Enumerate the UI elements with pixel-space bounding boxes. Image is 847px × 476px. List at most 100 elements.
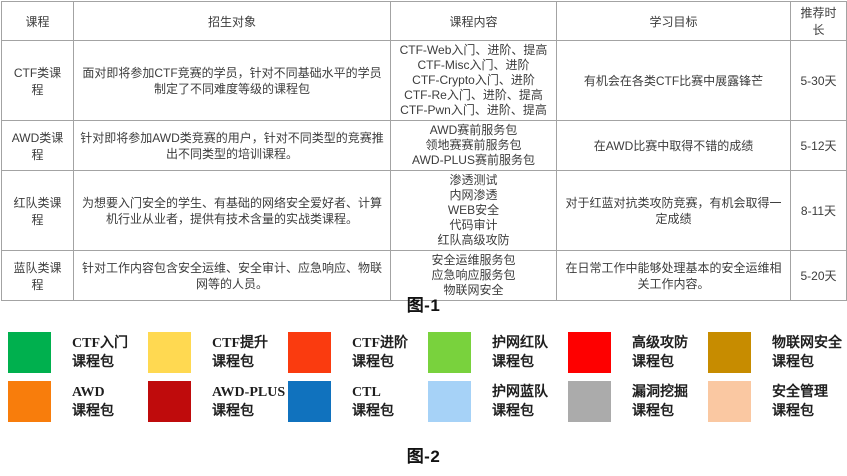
figure2-caption: 图-2 — [406, 447, 441, 466]
content-line: 代码审计 — [449, 218, 498, 232]
content-line: AWD赛前服务包 — [429, 123, 518, 137]
audience-cell: 为想要入门安全的学生、有基础的网络安全爱好者、计算机行业从业者，提供有技术含量的… — [73, 170, 391, 251]
legend-label: 护网红队 课程包 — [492, 332, 548, 373]
course-package-legend: CTF入门 课程包 CTF提升 课程包 CTF进阶 课程包 护网红队 课程包 — [8, 332, 846, 430]
header-course: 课程 — [1, 1, 74, 41]
legend-title: AWD-PLUS — [212, 385, 286, 400]
color-swatch — [148, 381, 191, 422]
legend-title: CTL — [352, 385, 381, 400]
legend-label: CTF进阶 课程包 — [352, 332, 408, 373]
audience-cell: 针对工作内容包含安全运维、安全审计、应急响应、物联网等的人员。 — [73, 250, 391, 301]
color-swatch — [568, 332, 611, 373]
legend-item: CTL 课程包 — [288, 381, 428, 422]
color-swatch — [148, 332, 191, 373]
legend-subtitle: 课程包 — [212, 355, 254, 370]
legend-subtitle: 课程包 — [632, 355, 674, 370]
legend-title: 护网蓝队 — [492, 385, 548, 400]
legend-label: CTL 课程包 — [352, 381, 394, 422]
content-cell: CTF-Web入门、进阶、提高 CTF-Misc入门、进阶 CTF-Crypto… — [390, 40, 557, 121]
duration-cell: 5-30天 — [790, 40, 847, 121]
duration-cell: 8-11天 — [790, 170, 847, 251]
header-goal: 学习目标 — [556, 1, 791, 41]
goal-cell: 有机会在各类CTF比赛中展露锋芒 — [556, 40, 791, 121]
goal-cell: 对于红蓝对抗类攻防竞赛，有机会取得一定成绩 — [556, 170, 791, 251]
color-swatch — [288, 381, 331, 422]
legend-title: 漏洞挖掘 — [632, 385, 688, 400]
legend-subtitle: 课程包 — [72, 355, 114, 370]
content-line: 安全运维服务包 — [431, 253, 516, 267]
legend-subtitle: 课程包 — [772, 404, 814, 419]
legend-subtitle: 课程包 — [212, 404, 254, 419]
legend-item: 高级攻防 课程包 — [568, 332, 708, 373]
color-swatch — [708, 332, 751, 373]
legend-item: 漏洞挖掘 课程包 — [568, 381, 708, 422]
color-swatch — [8, 381, 51, 422]
goal-cell: 在AWD比赛中取得不错的成绩 — [556, 120, 791, 171]
legend-title: 护网红队 — [492, 336, 548, 351]
legend-item: 护网蓝队 课程包 — [428, 381, 568, 422]
legend-subtitle: 课程包 — [772, 355, 814, 370]
table-row-redteam: 红队类课程 为想要入门安全的学生、有基础的网络安全爱好者、计算机行业从业者，提供… — [1, 170, 847, 251]
legend-subtitle: 课程包 — [72, 404, 114, 419]
course-cell: CTF类课程 — [1, 40, 74, 121]
legend-label: 物联网安全 课程包 — [772, 332, 842, 373]
legend-subtitle: 课程包 — [492, 404, 534, 419]
content-line: CTF-Pwn入门、进阶、提高 — [400, 103, 547, 117]
legend-title: 高级攻防 — [632, 336, 688, 351]
legend-row-1: CTF入门 课程包 CTF提升 课程包 CTF进阶 课程包 护网红队 课程包 — [8, 332, 846, 373]
legend-label: 护网蓝队 课程包 — [492, 381, 548, 422]
legend-row-2: AWD 课程包 AWD-PLUS 课程包 CTL 课程包 护网蓝队 课程包 — [8, 381, 846, 422]
goal-cell: 在日常工作中能够处理基本的安全运维相关工作内容。 — [556, 250, 791, 301]
legend-subtitle: 课程包 — [492, 355, 534, 370]
content-line: CTF-Web入门、进阶、提高 — [399, 43, 548, 57]
content-cell: 渗透测试 内网渗透 WEB安全 代码审计 红队高级攻防 — [390, 170, 557, 251]
content-line: CTF-Re入门、进阶、提高 — [404, 88, 543, 102]
color-swatch — [428, 332, 471, 373]
legend-item: CTF提升 课程包 — [148, 332, 288, 373]
color-swatch — [708, 381, 751, 422]
legend-label: CTF提升 课程包 — [212, 332, 268, 373]
figure1-caption: 图-1 — [406, 296, 441, 315]
course-cell: 红队类课程 — [1, 170, 74, 251]
header-duration: 推荐时长 — [790, 1, 847, 41]
header-content: 课程内容 — [390, 1, 557, 41]
legend-title: CTF提升 — [212, 336, 268, 351]
legend-item: CTF进阶 课程包 — [288, 332, 428, 373]
content-line: 内网渗透 — [449, 188, 498, 202]
content-cell: AWD赛前服务包 领地赛赛前服务包 AWD-PLUS赛前服务包 — [390, 120, 557, 171]
content-line: 领地赛赛前服务包 — [425, 138, 522, 152]
table-row-blueteam: 蓝队类课程 针对工作内容包含安全运维、安全审计、应急响应、物联网等的人员。 安全… — [1, 250, 847, 301]
content-line: 物联网安全 — [443, 283, 504, 297]
legend-label: CTF入门 课程包 — [72, 332, 128, 373]
color-swatch — [8, 332, 51, 373]
legend-title: 物联网安全 — [772, 336, 842, 351]
legend-title: CTF入门 — [72, 336, 128, 351]
content-line: 红队高级攻防 — [437, 233, 510, 247]
duration-cell: 5-12天 — [790, 120, 847, 171]
legend-title: 安全管理 — [772, 385, 828, 400]
table-row-awd: AWD类课程 针对即将参加AWD类竞赛的用户，针对不同类型的竞赛推出不同类型的培… — [1, 120, 847, 171]
content-line: WEB安全 — [447, 203, 500, 217]
legend-title: AWD — [72, 385, 105, 400]
content-line: 渗透测试 — [449, 173, 498, 187]
legend-item: AWD-PLUS 课程包 — [148, 381, 288, 422]
legend-item: CTF入门 课程包 — [8, 332, 148, 373]
legend-label: 安全管理 课程包 — [772, 381, 828, 422]
content-line: AWD-PLUS赛前服务包 — [412, 153, 535, 167]
audience-cell: 针对即将参加AWD类竞赛的用户，针对不同类型的竞赛推出不同类型的培训课程。 — [73, 120, 391, 171]
legend-item: AWD 课程包 — [8, 381, 148, 422]
color-swatch — [568, 381, 611, 422]
content-line: CTF-Misc入门、进阶 — [417, 58, 530, 72]
legend-item: 护网红队 课程包 — [428, 332, 568, 373]
content-line: CTF-Crypto入门、进阶 — [412, 73, 535, 87]
content-cell: 安全运维服务包 应急响应服务包 物联网安全 — [390, 250, 557, 301]
legend-label: AWD 课程包 — [72, 381, 114, 422]
legend-item: 物联网安全 课程包 — [708, 332, 847, 373]
legend-subtitle: 课程包 — [632, 404, 674, 419]
legend-subtitle: 课程包 — [352, 355, 394, 370]
table-row-ctf: CTF类课程 面对即将参加CTF竞赛的学员，针对不同基础水平的学员制定了不同难度… — [1, 40, 847, 121]
legend-label: AWD-PLUS 课程包 — [212, 381, 285, 422]
course-table: 课程 招生对象 课程内容 学习目标 推荐时长 CTF类课程 面对即将参加CTF竞… — [1, 1, 847, 301]
course-cell: 蓝队类课程 — [1, 250, 74, 301]
duration-cell: 5-20天 — [790, 250, 847, 301]
